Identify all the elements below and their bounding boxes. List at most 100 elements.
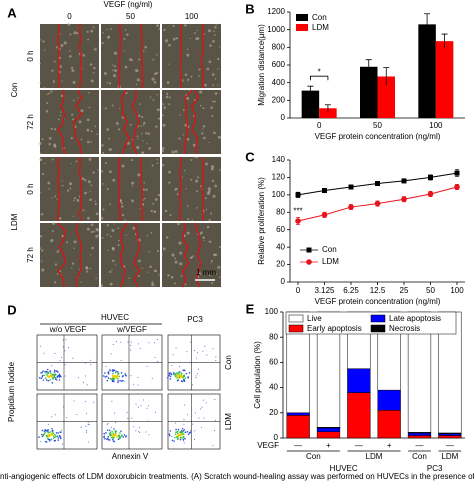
subgroup-label: Con bbox=[306, 452, 321, 461]
flow-event bbox=[139, 426, 141, 428]
cell-speck bbox=[48, 136, 52, 140]
flow-event bbox=[112, 440, 115, 442]
flow-event bbox=[52, 374, 54, 376]
cell-speck bbox=[69, 187, 72, 190]
marker bbox=[454, 170, 460, 176]
flow-event bbox=[183, 429, 186, 431]
micrograph bbox=[162, 24, 221, 88]
cell-speck bbox=[76, 199, 80, 202]
cell-speck bbox=[89, 190, 91, 193]
cell-speck bbox=[129, 123, 132, 126]
cell-speck bbox=[53, 281, 57, 284]
flow-event bbox=[157, 360, 159, 362]
flow-event bbox=[177, 379, 179, 381]
x-tick-label: 0 bbox=[296, 286, 301, 295]
flow-event bbox=[138, 406, 140, 408]
cell-speck bbox=[55, 46, 58, 49]
cell-speck bbox=[212, 84, 215, 87]
flow-event bbox=[168, 434, 171, 437]
cell-speck bbox=[172, 37, 176, 41]
flow-event bbox=[148, 434, 150, 436]
flow-event bbox=[107, 437, 109, 440]
flow-event bbox=[59, 435, 61, 438]
cell-speck bbox=[104, 162, 108, 165]
flow-event bbox=[80, 426, 82, 428]
cell-speck bbox=[111, 247, 115, 251]
cell-speck bbox=[48, 142, 51, 146]
cell-speck bbox=[106, 188, 109, 191]
cell-speck bbox=[46, 101, 49, 105]
wound-edge bbox=[184, 89, 193, 155]
cell-speck bbox=[104, 72, 107, 75]
micrograph bbox=[101, 157, 160, 221]
panel-label: E bbox=[246, 301, 255, 316]
flow-event bbox=[170, 372, 172, 374]
flow-event bbox=[182, 433, 185, 435]
bar-segment bbox=[286, 412, 310, 416]
flow-event bbox=[103, 375, 105, 377]
cell-speck bbox=[151, 281, 154, 284]
cell-speck bbox=[138, 114, 141, 118]
wound-edge bbox=[194, 222, 202, 288]
cell-speck bbox=[153, 270, 156, 272]
flow-event bbox=[109, 431, 112, 434]
flow-event bbox=[148, 342, 150, 344]
cell-speck bbox=[39, 39, 42, 41]
flow-event bbox=[104, 372, 106, 374]
flow-event bbox=[123, 380, 125, 382]
y-tick-label: 200 bbox=[272, 95, 286, 104]
annotation: * bbox=[318, 67, 321, 76]
cell-speck bbox=[179, 251, 183, 255]
wound-edge bbox=[57, 222, 66, 288]
cell-speck bbox=[50, 239, 54, 243]
flow-event bbox=[119, 437, 122, 439]
flow-event bbox=[52, 376, 54, 379]
flow-event bbox=[107, 372, 110, 374]
cell-speck bbox=[214, 92, 218, 95]
bar-segment bbox=[286, 415, 310, 439]
flow-event bbox=[47, 379, 50, 382]
flow-event bbox=[177, 432, 179, 435]
cell-speck bbox=[141, 267, 143, 270]
flow-event bbox=[178, 373, 180, 375]
cell-speck bbox=[121, 164, 125, 168]
cell-speck bbox=[206, 67, 210, 71]
flow-event bbox=[107, 435, 110, 438]
flow-event bbox=[87, 441, 89, 443]
cell-speck bbox=[78, 120, 82, 124]
flow-event bbox=[151, 377, 153, 379]
flow-event bbox=[117, 372, 120, 375]
cell-speck bbox=[190, 178, 193, 181]
cell-speck bbox=[217, 135, 221, 139]
flow-event bbox=[169, 375, 172, 378]
cell-speck bbox=[198, 68, 201, 71]
legend-swatch bbox=[296, 24, 308, 31]
flow-event bbox=[108, 433, 110, 435]
flow-event bbox=[178, 365, 180, 367]
flow-event bbox=[50, 438, 53, 441]
cell-speck bbox=[108, 170, 112, 174]
wound-edge bbox=[78, 156, 82, 222]
legend-marker bbox=[306, 247, 312, 253]
cell-speck bbox=[154, 72, 157, 76]
flow-event bbox=[49, 431, 51, 433]
marker bbox=[401, 196, 407, 203]
flow-event bbox=[51, 429, 54, 432]
flow-event bbox=[103, 432, 106, 435]
cell-speck bbox=[94, 202, 97, 206]
flow-event bbox=[44, 377, 47, 379]
y-axis-label: Cell population (%) bbox=[253, 341, 262, 409]
cell-speck bbox=[168, 96, 171, 99]
cell-speck bbox=[214, 26, 217, 29]
cell-speck bbox=[199, 104, 202, 107]
cell-speck bbox=[214, 253, 218, 257]
flow-event bbox=[45, 434, 48, 437]
flow-event bbox=[111, 434, 113, 436]
cell-speck bbox=[51, 69, 54, 72]
cell-speck bbox=[208, 274, 211, 277]
flow-event bbox=[175, 436, 178, 438]
column-label: 100 bbox=[185, 12, 199, 21]
flow-event bbox=[177, 437, 180, 439]
flow-event bbox=[181, 437, 184, 439]
cell-speck bbox=[70, 66, 74, 70]
